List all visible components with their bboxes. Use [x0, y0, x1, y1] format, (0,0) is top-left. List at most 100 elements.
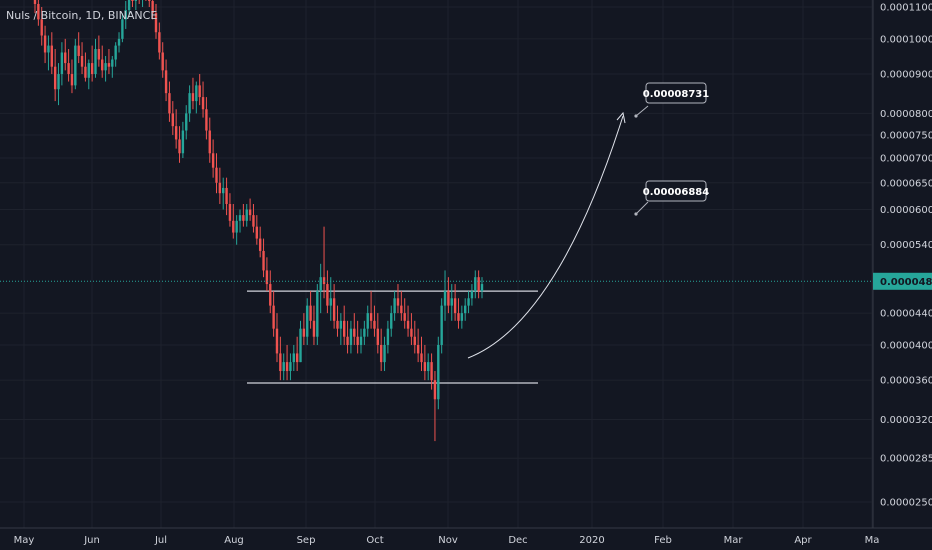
candle-body [453, 298, 457, 314]
callout-upper-text: 0.00008731 [643, 89, 709, 100]
candle-body [154, 13, 158, 33]
candle [201, 81, 205, 118]
candle-body [306, 305, 309, 337]
candle [403, 298, 406, 329]
candle-body [480, 284, 484, 292]
callout-lower[interactable]: 0.00006884 [634, 180, 709, 216]
candle [339, 313, 343, 345]
candle-body [205, 109, 208, 131]
x-tick-label: Oct [366, 535, 383, 546]
candle-body [117, 38, 121, 46]
candle [94, 38, 97, 78]
candle-body [164, 70, 168, 94]
candle-body [70, 74, 74, 86]
candle [416, 328, 420, 363]
candle-body [77, 45, 80, 56]
candle-body [379, 344, 383, 363]
x-tick-label: Jun [83, 535, 100, 546]
candle [353, 313, 356, 345]
candle [178, 126, 181, 163]
candle [460, 305, 464, 329]
candle [131, 0, 134, 7]
candle-body [329, 298, 332, 306]
candle-body [420, 353, 423, 363]
candle [423, 344, 427, 381]
candle [43, 25, 47, 64]
candle-body [295, 353, 299, 363]
candle-body [64, 52, 67, 64]
candle [316, 284, 319, 345]
candle [373, 305, 376, 337]
time-axis[interactable]: May Jun Jul Aug Sep Oct Nov Dec 2020 Feb Mar Apr Ma [0, 527, 932, 550]
price-axis-background [873, 0, 932, 528]
callout-lower-text: 0.00006884 [643, 187, 709, 198]
candle [164, 59, 168, 102]
candle [238, 209, 242, 233]
support-resistance-lines[interactable] [247, 290, 538, 384]
candle [77, 32, 80, 64]
candle [121, 13, 124, 43]
candle-body [245, 209, 248, 221]
candle [154, 3, 158, 39]
candle [413, 320, 416, 354]
candle-body [53, 66, 57, 90]
candle [410, 313, 413, 345]
candle-body [477, 277, 480, 292]
current-price-tag [873, 272, 932, 290]
candle-body [332, 298, 336, 321]
candle [457, 298, 460, 329]
candle [477, 270, 480, 299]
candle [60, 42, 64, 86]
candle-body [343, 320, 346, 337]
candle [205, 97, 208, 140]
candle-body [262, 250, 265, 271]
candle [420, 336, 423, 372]
candle [379, 328, 383, 372]
candle-body [285, 362, 289, 372]
projection-arrow[interactable] [467, 111, 626, 359]
candle [393, 291, 396, 321]
candle [275, 313, 279, 363]
candle [312, 305, 316, 345]
candle-body [433, 380, 437, 400]
candle-body [396, 298, 400, 306]
candle [245, 203, 248, 227]
candle [47, 35, 50, 71]
candle-body [356, 336, 359, 345]
candle [215, 153, 218, 194]
callout-upper-box [645, 82, 707, 104]
candle [208, 117, 211, 163]
candle-body [242, 215, 245, 221]
candle-body [97, 49, 101, 60]
candle-body [158, 32, 161, 53]
candle-body [457, 313, 460, 321]
candle [134, 0, 138, 11]
candle [400, 291, 403, 321]
candle [306, 298, 309, 345]
candle-body [406, 320, 410, 329]
candle [433, 371, 437, 442]
candle [292, 344, 295, 372]
candle-body [393, 298, 396, 314]
candle-body [171, 113, 174, 127]
candle [359, 328, 363, 354]
callout-upper[interactable]: 0.00008731 [634, 82, 709, 118]
candle [64, 38, 67, 71]
candle [383, 336, 386, 372]
candle-body [40, 19, 43, 36]
projection-curve[interactable] [467, 115, 624, 359]
candles [33, 0, 484, 442]
callout-lower-box [645, 180, 707, 202]
candle-body [447, 291, 450, 306]
candle [474, 270, 477, 299]
candle-body [84, 66, 87, 78]
candle [319, 263, 322, 314]
candle-body [201, 97, 205, 110]
candle [242, 203, 245, 227]
candle [326, 270, 329, 314]
